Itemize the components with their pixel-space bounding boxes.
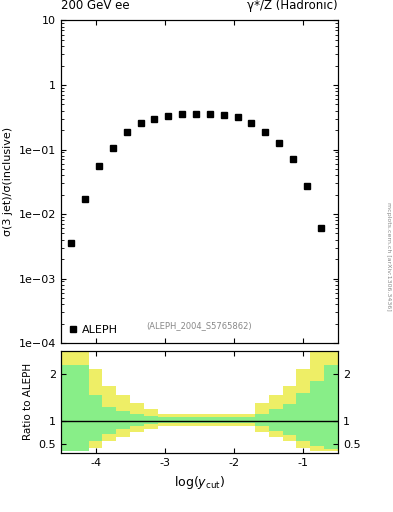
ALEPH xyxy=(180,111,184,117)
ALEPH xyxy=(235,114,240,120)
ALEPH xyxy=(277,140,281,146)
ALEPH xyxy=(124,129,129,135)
Text: 200 GeV ee: 200 GeV ee xyxy=(61,0,130,12)
ALEPH xyxy=(97,163,101,169)
ALEPH xyxy=(138,120,143,126)
Y-axis label: Ratio to ALEPH: Ratio to ALEPH xyxy=(23,364,33,440)
ALEPH xyxy=(110,145,115,151)
Text: γ*/Z (Hadronic): γ*/Z (Hadronic) xyxy=(247,0,338,12)
ALEPH xyxy=(69,240,73,246)
Line: ALEPH: ALEPH xyxy=(68,111,323,246)
ALEPH xyxy=(83,196,88,202)
ALEPH xyxy=(194,111,198,117)
Text: mcplots.cern.ch [arXiv:1306.3436]: mcplots.cern.ch [arXiv:1306.3436] xyxy=(386,202,391,310)
ALEPH xyxy=(221,112,226,118)
ALEPH xyxy=(152,116,157,122)
ALEPH xyxy=(208,111,212,117)
Text: (ALEPH_2004_S5765862): (ALEPH_2004_S5765862) xyxy=(147,321,252,330)
Y-axis label: σ(3 jet)/σ(inclusive): σ(3 jet)/σ(inclusive) xyxy=(3,127,13,237)
ALEPH xyxy=(249,120,254,126)
X-axis label: $\log(y_{\rm cut})$: $\log(y_{\rm cut})$ xyxy=(174,474,225,490)
ALEPH xyxy=(305,183,309,189)
ALEPH xyxy=(263,129,268,135)
Legend: ALEPH: ALEPH xyxy=(66,323,120,337)
ALEPH xyxy=(318,225,323,231)
ALEPH xyxy=(290,157,295,163)
ALEPH xyxy=(166,113,171,119)
